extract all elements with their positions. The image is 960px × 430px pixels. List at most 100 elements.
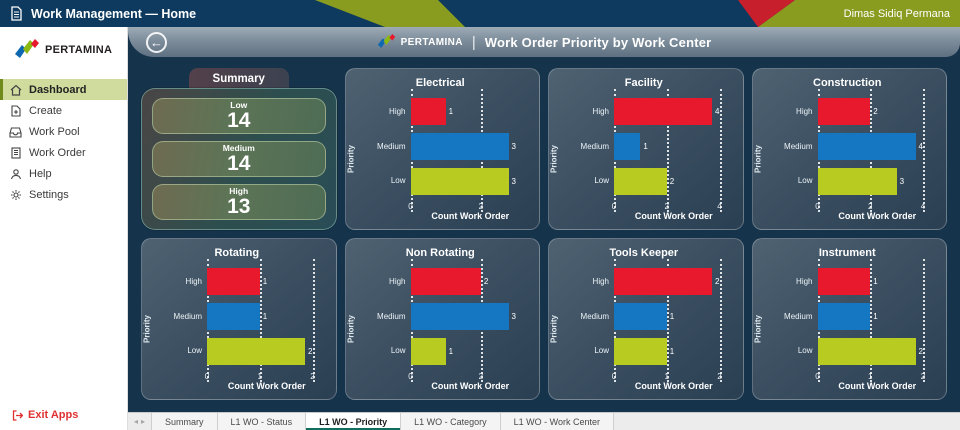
x-tick-label: 0 — [611, 202, 617, 211]
bar-value-label: 1 — [643, 142, 648, 151]
category-label: Medium — [784, 141, 813, 151]
category-label: High — [389, 276, 406, 286]
sidebar: PERTAMINA Dashboard Create Work Pool Work O… — [0, 27, 128, 430]
y-axis-label: Priority — [753, 145, 762, 174]
tab-l1-wo-priority[interactable]: L1 WO - Priority — [306, 413, 402, 430]
bar-medium[interactable] — [410, 133, 509, 160]
bar-low[interactable] — [410, 168, 509, 195]
sidebar-item-label: Work Pool — [29, 125, 80, 138]
tab-scroll-right-icon[interactable]: ▸ — [141, 417, 146, 426]
stat-label: High — [229, 185, 249, 196]
x-tick-label: 4 — [920, 202, 926, 211]
bar-medium[interactable] — [614, 303, 667, 330]
bar-row-medium: 1 — [614, 299, 720, 334]
category-label: Medium — [173, 311, 202, 321]
x-tick-label: 0 — [204, 372, 210, 381]
chart-title: Instrument — [818, 247, 876, 259]
x-tick-label: 1 — [664, 372, 669, 381]
x-tick-label: 0 — [815, 372, 820, 381]
bar-medium[interactable] — [410, 303, 509, 330]
bar-value-label: 2 — [669, 177, 675, 186]
home-icon — [9, 84, 22, 96]
create-icon — [9, 104, 22, 117]
bar-medium[interactable] — [817, 133, 916, 160]
bar-high[interactable] — [817, 268, 871, 295]
document-icon — [10, 6, 23, 21]
summary-card: Low 14 Medium 14 High 13 — [141, 88, 337, 230]
bar-low[interactable] — [410, 338, 446, 365]
bar-low[interactable] — [817, 338, 916, 365]
bar-medium[interactable] — [207, 303, 260, 330]
main-area: ← PERTAMINA | Work Order Prior — [128, 27, 960, 430]
category-label: Low — [390, 346, 406, 356]
x-axis-label: Count Work Order — [634, 211, 713, 221]
category-label: High — [185, 276, 202, 286]
bar-value-label: 2 — [308, 347, 313, 356]
back-button[interactable]: ← — [146, 31, 167, 53]
exit-apps-button[interactable]: Exit Apps — [12, 409, 117, 421]
sidebar-item-work-pool[interactable]: Work Pool — [0, 121, 127, 142]
gridline — [923, 89, 925, 212]
bar-low[interactable] — [614, 168, 667, 195]
bar-high[interactable] — [614, 268, 713, 295]
bar-row-high: 1 — [410, 94, 517, 129]
summary-stat-low: Low 14 — [152, 98, 326, 134]
bar-high[interactable] — [410, 268, 481, 295]
category-label: High — [796, 106, 813, 116]
x-tick-label: 2 — [717, 372, 722, 381]
dashboard-grid: Summary Low 14 Medium 14 High 13 Electrical Pr… — [128, 57, 960, 412]
chart-non-rotating: Non Rotating Priority High Medium Low 2 3 1 0 2 Co… — [344, 238, 540, 400]
bar-row-low: 2 — [207, 334, 313, 369]
bar-row-medium: 4 — [817, 129, 923, 164]
tab-l1-wo-work-center[interactable]: L1 WO - Work Center — [500, 413, 614, 430]
x-axis-label: Count Work Order — [431, 211, 510, 221]
sidebar-item-create[interactable]: Create — [0, 100, 127, 121]
x-axis-label: Count Work Order — [634, 381, 713, 391]
bar-row-medium: 1 — [614, 129, 720, 164]
user-name[interactable]: Dimas Sidiq Permana — [843, 7, 950, 20]
category-label: Low — [187, 346, 202, 356]
bar-high[interactable] — [410, 98, 446, 125]
stat-label: Low — [230, 99, 248, 110]
sidebar-item-label: Settings — [29, 188, 69, 201]
bar-high[interactable] — [614, 98, 713, 125]
bottom-tab-bar: ◂ ▸ Summary L1 WO - Status L1 WO - Priorit… — [128, 412, 960, 430]
bar-row-low: 3 — [410, 164, 516, 199]
category-label: Low — [594, 176, 609, 186]
bar-high[interactable] — [207, 268, 260, 295]
sidebar-item-settings[interactable]: Settings — [0, 184, 127, 205]
tab-scroll-left-icon[interactable]: ◂ — [134, 417, 139, 426]
category-label: High — [592, 276, 609, 286]
sidebar-item-dashboard[interactable]: Dashboard — [0, 79, 127, 100]
gridline — [312, 259, 315, 382]
chart-title: Construction — [813, 77, 882, 89]
tab-l1-wo-status[interactable]: L1 WO - Status — [217, 413, 307, 430]
chart-construction: Construction Priority High Medium Low 2 4 3 0 2 4 C… — [751, 68, 947, 230]
bar-low[interactable] — [614, 338, 667, 365]
gridline — [666, 89, 669, 212]
bar-low[interactable] — [207, 338, 306, 365]
x-tick-label: 1 — [868, 372, 873, 381]
help-icon — [9, 168, 22, 180]
tab-summary[interactable]: Summary — [151, 413, 218, 430]
x-tick-label: 2 — [920, 372, 926, 381]
bar-value-label: 1 — [669, 312, 675, 321]
report-tabs: Summary L1 WO - Status L1 WO - Priority L1 … — [151, 413, 614, 430]
stat-value: 14 — [227, 108, 251, 132]
bar-medium[interactable] — [614, 133, 641, 160]
bar-row-high: 1 — [207, 264, 313, 299]
bar-high[interactable] — [817, 98, 871, 125]
x-tick-label: 2 — [664, 202, 669, 211]
sidebar-item-work-order[interactable]: Work Order — [0, 142, 127, 163]
bar-value-label: 2 — [483, 277, 489, 286]
category-label: Medium — [377, 311, 406, 321]
bar-row-low: 3 — [817, 164, 924, 199]
y-axis-label: Priority — [549, 315, 559, 344]
bar-value-label: 4 — [715, 107, 720, 116]
tab-l1-wo-category[interactable]: L1 WO - Category — [401, 413, 501, 430]
sidebar-item-help[interactable]: Help — [0, 163, 127, 184]
bar-medium[interactable] — [817, 303, 871, 330]
page-title: Work Order Priority by Work Center — [484, 34, 712, 50]
bar-low[interactable] — [817, 168, 897, 195]
